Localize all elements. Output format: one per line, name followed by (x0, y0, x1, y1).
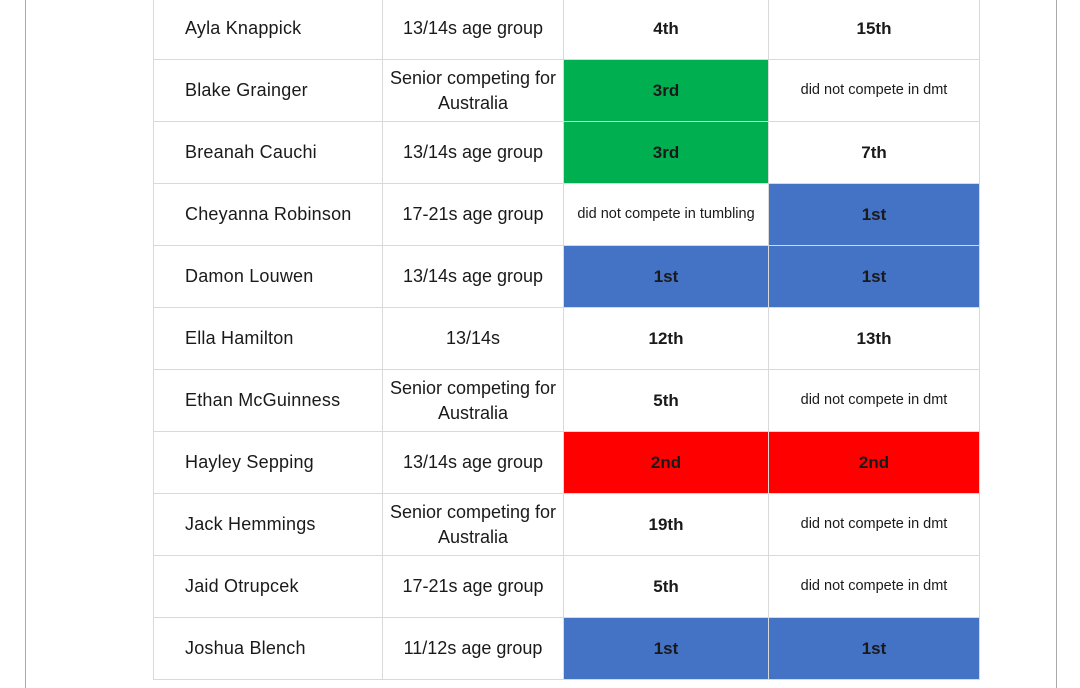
athlete-category: 13/14s age group (382, 245, 564, 308)
table-row: Hayley Sepping 13/14s age group 2nd 2nd (153, 431, 980, 494)
table-row: Cheyanna Robinson 17-21s age group did n… (153, 183, 980, 246)
table-row: Ethan McGuinness Senior competing for Au… (153, 369, 980, 432)
athlete-category: 17-21s age group (382, 183, 564, 246)
tumbling-result: 3rd (563, 59, 769, 122)
dmt-result: did not compete in dmt (768, 59, 980, 122)
athlete-category: 13/14s age group (382, 431, 564, 494)
dmt-result: 7th (768, 121, 980, 184)
tumbling-result: 2nd (563, 431, 769, 494)
athlete-name: Damon Louwen (153, 245, 383, 308)
athlete-category: Senior competing for Australia (382, 493, 564, 556)
table-row: Breanah Cauchi 13/14s age group 3rd 7th (153, 121, 980, 184)
athlete-name: Hayley Sepping (153, 431, 383, 494)
athlete-category: 13/14s age group (382, 0, 564, 60)
table-row: Damon Louwen 13/14s age group 1st 1st (153, 245, 980, 308)
athlete-name: Jack Hemmings (153, 493, 383, 556)
document-page: Ayla Knappick 13/14s age group 4th 15th … (25, 0, 1057, 688)
dmt-result: 1st (768, 245, 980, 308)
athlete-name: Ayla Knappick (153, 0, 383, 60)
dmt-result: 13th (768, 307, 980, 370)
dmt-result: 1st (768, 183, 980, 246)
athlete-name: Joshua Blench (153, 617, 383, 680)
dmt-result: did not compete in dmt (768, 493, 980, 556)
athlete-name: Blake Grainger (153, 59, 383, 122)
table-row: Ella Hamilton 13/14s 12th 13th (153, 307, 980, 370)
athlete-category: 11/12s age group (382, 617, 564, 680)
table-row: Ayla Knappick 13/14s age group 4th 15th (153, 0, 980, 60)
results-table: Ayla Knappick 13/14s age group 4th 15th … (153, 0, 980, 680)
tumbling-result: 5th (563, 369, 769, 432)
tumbling-result: 5th (563, 555, 769, 618)
athlete-category: Senior competing for Australia (382, 59, 564, 122)
tumbling-result: 12th (563, 307, 769, 370)
dmt-result: did not compete in dmt (768, 369, 980, 432)
dmt-result: 15th (768, 0, 980, 60)
table-row: Joshua Blench 11/12s age group 1st 1st (153, 617, 980, 680)
tumbling-result: did not compete in tumbling (563, 183, 769, 246)
athlete-name: Ella Hamilton (153, 307, 383, 370)
tumbling-result: 1st (563, 617, 769, 680)
tumbling-result: 1st (563, 245, 769, 308)
athlete-name: Cheyanna Robinson (153, 183, 383, 246)
athlete-category: 17-21s age group (382, 555, 564, 618)
table-row: Jaid Otrupcek 17-21s age group 5th did n… (153, 555, 980, 618)
athlete-name: Ethan McGuinness (153, 369, 383, 432)
dmt-result: did not compete in dmt (768, 555, 980, 618)
table-row: Blake Grainger Senior competing for Aust… (153, 59, 980, 122)
dmt-result: 2nd (768, 431, 980, 494)
athlete-category: 13/14s age group (382, 121, 564, 184)
athlete-category: 13/14s (382, 307, 564, 370)
athlete-category: Senior competing for Australia (382, 369, 564, 432)
tumbling-result: 19th (563, 493, 769, 556)
athlete-name: Breanah Cauchi (153, 121, 383, 184)
table-row: Jack Hemmings Senior competing for Austr… (153, 493, 980, 556)
tumbling-result: 4th (563, 0, 769, 60)
athlete-name: Jaid Otrupcek (153, 555, 383, 618)
tumbling-result: 3rd (563, 121, 769, 184)
dmt-result: 1st (768, 617, 980, 680)
